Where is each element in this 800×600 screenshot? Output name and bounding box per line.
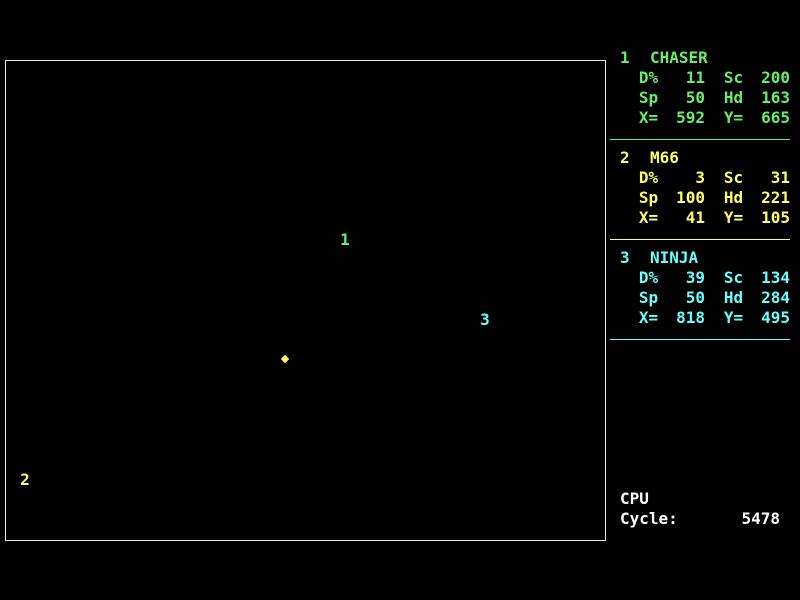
robot-name: M66 [650, 148, 679, 167]
robot-status-panel-2: 2 M66 D% 3 Sc 31 Sp 100 Hd 221 X= 41 Y= 105 [610, 148, 790, 240]
speed-label: Sp [638, 288, 659, 307]
heading-value: 163 [761, 88, 790, 107]
heading-label: Hd [723, 188, 744, 207]
robot-number: 2 [620, 148, 630, 167]
scan-label: Sc [723, 268, 744, 287]
indent [620, 108, 639, 128]
panel-divider [610, 239, 790, 240]
robot-3-marker: 3 [480, 310, 490, 329]
y-pos-value: 495 [761, 308, 790, 327]
robot-status-panel-3: 3 NINJA D% 39 Sc 134 Sp 50 Hd 284 X= 818 Y= 495 [610, 248, 790, 340]
x-pos-value: 592 [676, 108, 705, 127]
battle-arena: 1 3 2 [5, 60, 606, 541]
x-pos-label: X= [638, 208, 659, 227]
spacer [705, 268, 724, 288]
x-pos-value: 818 [676, 308, 705, 327]
stat-row: X= 818 Y= 495 [620, 308, 790, 328]
scan-value: 31 [770, 168, 790, 187]
x-pos-label: X= [638, 308, 659, 327]
spacer [705, 188, 724, 208]
cpu-title: CPU [620, 489, 649, 508]
stat-row: D% 11 Sc 200 [620, 68, 790, 88]
heading-label: Hd [723, 288, 744, 307]
spacer [705, 308, 724, 328]
damage-value: 3 [695, 168, 705, 187]
robot-2-marker: 2 [20, 470, 30, 489]
damage-label: D% [638, 68, 659, 87]
speed-label: Sp [638, 88, 659, 107]
scan-label: Sc [723, 168, 744, 187]
x-pos-value: 41 [685, 208, 705, 227]
heading-value: 221 [761, 188, 790, 207]
robot-1-marker: 1 [340, 230, 350, 249]
spacer [705, 288, 724, 308]
heading-value: 284 [761, 288, 790, 307]
stat-row: Sp 50 Hd 163 [620, 88, 790, 108]
cycle-value: 5478 [741, 509, 780, 528]
panel-divider [610, 339, 790, 340]
robot-name: CHASER [650, 48, 708, 67]
spacer [705, 88, 724, 108]
damage-value: 39 [685, 268, 705, 287]
y-pos-value: 105 [761, 208, 790, 227]
damage-label: D% [638, 268, 659, 287]
stat-row: D% 3 Sc 31 [620, 168, 790, 188]
spacer [705, 68, 724, 88]
y-pos-label: Y= [723, 308, 744, 327]
stat-row: X= 592 Y= 665 [620, 108, 790, 128]
robot-number: 1 [620, 48, 630, 67]
damage-value: 11 [685, 68, 705, 87]
robot-status-panel-1: 1 CHASER D% 11 Sc 200 Sp 50 Hd 163 X= 592 Y= 665 [610, 48, 790, 140]
speed-label: Sp [638, 188, 659, 207]
spacer [705, 168, 724, 188]
stat-row: Sp 100 Hd 221 [620, 188, 790, 208]
missile [280, 354, 290, 364]
speed-value: 50 [685, 88, 705, 107]
indent [620, 188, 639, 208]
indent [620, 208, 639, 228]
robot-header: 2 M66 [620, 148, 790, 168]
indent [620, 308, 639, 328]
speed-value: 100 [676, 188, 705, 207]
indent [620, 268, 639, 288]
indent [620, 68, 639, 88]
scan-label: Sc [723, 68, 744, 87]
y-pos-label: Y= [723, 108, 744, 127]
x-pos-label: X= [638, 108, 659, 127]
robot-name: NINJA [650, 248, 699, 267]
spacer [705, 208, 724, 228]
robot-header: 1 CHASER [620, 48, 790, 68]
panel-divider [610, 139, 790, 140]
robot-number: 3 [620, 248, 630, 267]
stat-row: D% 39 Sc 134 [620, 268, 790, 288]
damage-label: D% [638, 168, 659, 187]
speed-value: 50 [685, 288, 705, 307]
indent [620, 168, 639, 188]
scan-value: 200 [761, 68, 790, 87]
heading-label: Hd [723, 88, 744, 107]
stat-row: Sp 50 Hd 284 [620, 288, 790, 308]
y-pos-label: Y= [723, 208, 744, 227]
scan-value: 134 [761, 268, 790, 287]
indent [620, 288, 639, 308]
stat-row: X= 41 Y= 105 [620, 208, 790, 228]
y-pos-value: 665 [761, 108, 790, 127]
robot-header: 3 NINJA [620, 248, 790, 268]
spacer [705, 108, 724, 128]
cycle-label: Cycle: [620, 509, 678, 528]
indent [620, 88, 639, 108]
